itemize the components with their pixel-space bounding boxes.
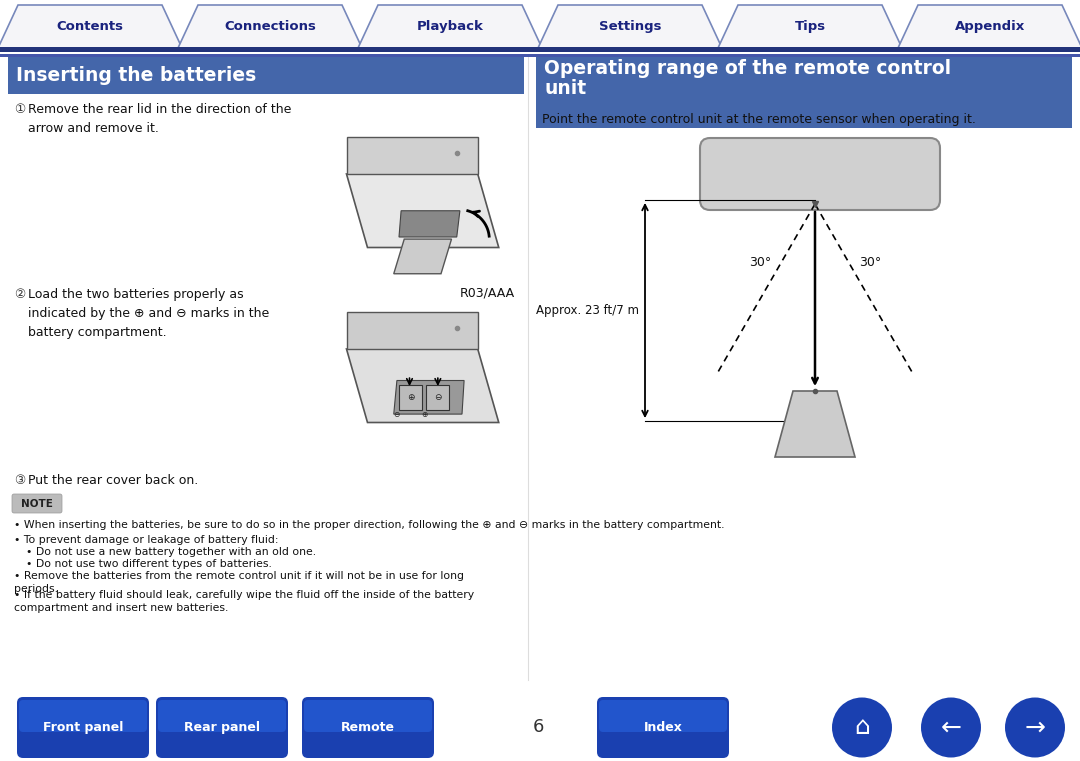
Polygon shape <box>427 385 449 410</box>
FancyBboxPatch shape <box>158 700 286 732</box>
Text: Index: Index <box>644 721 683 734</box>
Text: Tips: Tips <box>795 20 825 33</box>
FancyBboxPatch shape <box>17 697 149 758</box>
FancyBboxPatch shape <box>12 494 62 513</box>
Text: Point the remote control unit at the remote sensor when operating it.: Point the remote control unit at the rem… <box>542 113 976 126</box>
Text: Put the rear cover back on.: Put the rear cover back on. <box>28 474 199 487</box>
Polygon shape <box>394 380 464 414</box>
Bar <box>536 57 1072 128</box>
Polygon shape <box>718 5 902 48</box>
FancyBboxPatch shape <box>302 697 434 758</box>
FancyBboxPatch shape <box>303 700 432 732</box>
Text: →: → <box>1025 715 1045 740</box>
FancyBboxPatch shape <box>156 697 288 758</box>
Text: ⌂: ⌂ <box>854 715 869 740</box>
Text: 6: 6 <box>532 718 543 737</box>
Polygon shape <box>538 5 723 48</box>
Polygon shape <box>399 211 460 237</box>
Polygon shape <box>347 137 477 174</box>
Polygon shape <box>394 239 451 274</box>
Text: ①: ① <box>14 103 25 116</box>
Text: R03/AAA: R03/AAA <box>460 287 515 300</box>
Text: • If the battery fluid should leak, carefully wipe the fluid off the inside of t: • If the battery fluid should leak, care… <box>14 590 474 613</box>
Text: Front panel: Front panel <box>43 721 123 734</box>
Text: unit: unit <box>544 79 586 98</box>
Polygon shape <box>357 5 542 48</box>
Text: ⊖: ⊖ <box>394 409 400 419</box>
Text: ⊖: ⊖ <box>434 393 442 402</box>
Bar <box>8 57 524 94</box>
Text: Approx. 23 ft/7 m: Approx. 23 ft/7 m <box>536 304 639 317</box>
Bar <box>0 47 1080 52</box>
Text: Contents: Contents <box>56 20 123 33</box>
Polygon shape <box>178 5 362 48</box>
FancyBboxPatch shape <box>597 697 729 758</box>
Text: Remote: Remote <box>341 721 395 734</box>
Text: NOTE: NOTE <box>22 499 53 509</box>
Text: Remove the rear lid in the direction of the
arrow and remove it.: Remove the rear lid in the direction of … <box>28 103 292 135</box>
Polygon shape <box>897 5 1080 48</box>
Text: ⊕: ⊕ <box>421 409 428 419</box>
Text: Appendix: Appendix <box>955 20 1025 33</box>
Text: • Do not use two different types of batteries.: • Do not use two different types of batt… <box>26 559 272 569</box>
Polygon shape <box>347 312 477 349</box>
Circle shape <box>1005 698 1065 757</box>
Text: Load the two batteries properly as
indicated by the ⊕ and ⊖ marks in the
battery: Load the two batteries properly as indic… <box>28 288 269 339</box>
Text: Connections: Connections <box>224 20 316 33</box>
Text: Inserting the batteries: Inserting the batteries <box>16 66 256 85</box>
Text: • Remove the batteries from the remote control unit if it will not be in use for: • Remove the batteries from the remote c… <box>14 571 464 594</box>
Text: Rear panel: Rear panel <box>184 721 260 734</box>
Polygon shape <box>347 349 499 422</box>
Text: Settings: Settings <box>598 20 661 33</box>
Circle shape <box>832 698 892 757</box>
Polygon shape <box>347 174 499 247</box>
Text: • Do not use a new battery together with an old one.: • Do not use a new battery together with… <box>26 547 316 557</box>
Text: 30°: 30° <box>859 256 881 269</box>
Polygon shape <box>399 385 422 410</box>
Text: Playback: Playback <box>417 20 484 33</box>
Text: Operating range of the remote control: Operating range of the remote control <box>544 59 951 78</box>
FancyBboxPatch shape <box>599 700 727 732</box>
Text: ②: ② <box>14 288 25 301</box>
Polygon shape <box>775 391 855 457</box>
FancyBboxPatch shape <box>700 138 940 210</box>
Text: • To prevent damage or leakage of battery fluid:: • To prevent damage or leakage of batter… <box>14 535 279 545</box>
Text: ←: ← <box>941 715 961 740</box>
Circle shape <box>921 698 981 757</box>
Polygon shape <box>0 5 183 48</box>
Text: • When inserting the batteries, be sure to do so in the proper direction, follow: • When inserting the batteries, be sure … <box>14 520 725 530</box>
Text: ⊕: ⊕ <box>407 393 415 402</box>
FancyBboxPatch shape <box>19 700 147 732</box>
Text: 30°: 30° <box>748 256 771 269</box>
Bar <box>0 54 1080 57</box>
Text: ③: ③ <box>14 474 25 487</box>
